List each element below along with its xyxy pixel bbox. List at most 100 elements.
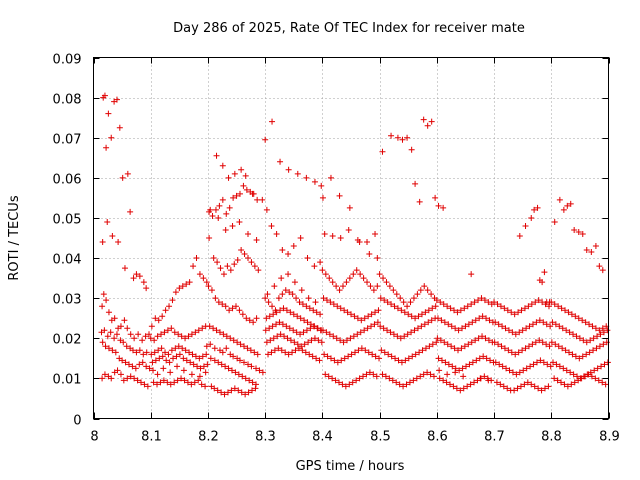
data-point (223, 345, 229, 351)
x-tick-label: 8.2 (198, 430, 219, 445)
data-point (397, 295, 403, 301)
data-point (366, 251, 372, 257)
data-point (277, 159, 283, 165)
data-point (232, 171, 238, 177)
data-point (340, 283, 346, 289)
data-point (252, 263, 258, 269)
data-point (131, 275, 137, 281)
data-point (240, 311, 246, 317)
data-point (238, 247, 244, 253)
data-point (279, 247, 285, 253)
data-point (390, 287, 396, 293)
data-point (523, 223, 529, 229)
data-point (174, 363, 180, 369)
y-axis: 00.010.020.030.040.050.060.070.080.09 (53, 53, 609, 429)
data-point (421, 117, 427, 123)
data-point (190, 263, 196, 269)
data-point (425, 123, 431, 129)
data-point (173, 289, 179, 295)
data-point (293, 295, 299, 301)
data-point (103, 145, 109, 151)
data-point (238, 167, 244, 173)
data-point (264, 207, 270, 213)
data-point (394, 291, 400, 297)
data-point (346, 227, 352, 233)
data-point (230, 223, 236, 229)
data-point (243, 173, 249, 179)
data-point (211, 255, 217, 261)
data-point (228, 267, 234, 273)
data-point (215, 215, 221, 221)
data-point (337, 287, 343, 293)
data-point (279, 291, 285, 297)
data-point (121, 317, 127, 323)
x-tick-label: 8.3 (255, 430, 276, 445)
data-point (517, 233, 523, 239)
data-point (412, 181, 418, 187)
data-point (240, 183, 246, 189)
data-point (552, 219, 558, 225)
data-point (124, 325, 130, 331)
x-tick-label: 8.6 (427, 430, 448, 445)
data-point (108, 135, 114, 141)
x-tick-label: 8.9 (599, 430, 620, 445)
data-point (245, 255, 251, 261)
data-point (291, 243, 297, 249)
data-point (236, 307, 242, 313)
data-point (127, 209, 133, 215)
data-point (100, 239, 106, 245)
data-point (221, 271, 227, 277)
data-point (120, 175, 126, 181)
data-point (372, 231, 378, 237)
data-point (236, 219, 242, 225)
data-point (248, 259, 254, 265)
data-point (421, 283, 427, 289)
data-point (404, 303, 410, 309)
data-point (278, 275, 284, 281)
data-point (411, 295, 417, 301)
data-point (245, 231, 251, 237)
data-point (295, 171, 301, 177)
data-point (212, 295, 218, 301)
data-point (313, 299, 319, 305)
data-point (114, 331, 120, 337)
data-point (432, 195, 438, 201)
data-point (326, 275, 332, 281)
data-point (292, 279, 298, 285)
x-tick-label: 8.4 (312, 430, 333, 445)
data-point (428, 291, 434, 297)
data-point (306, 295, 312, 301)
data-point (220, 163, 226, 169)
data-point (160, 365, 166, 371)
data-point (322, 231, 328, 237)
data-point (214, 259, 220, 265)
data-point (323, 271, 329, 277)
data-point (181, 367, 187, 373)
data-point (593, 243, 599, 249)
data-point (214, 153, 220, 159)
data-point (318, 183, 324, 189)
data-point (200, 275, 206, 281)
data-point (425, 287, 431, 293)
data-point (135, 331, 141, 337)
data-point (364, 279, 370, 285)
data-point (330, 279, 336, 285)
data-point (231, 261, 237, 267)
data-point (155, 371, 161, 377)
data-point (460, 373, 466, 379)
data-point (350, 271, 356, 277)
y-tick-label: 0.09 (53, 53, 82, 68)
data-point (104, 219, 110, 225)
data-point (361, 275, 367, 281)
data-point (387, 283, 393, 289)
data-point (374, 283, 380, 289)
data-point (557, 197, 563, 203)
data-point (118, 371, 124, 377)
y-tick-label: 0.01 (53, 373, 82, 388)
x-tick-label: 8.1 (141, 430, 162, 445)
data-point (409, 147, 415, 153)
data-point (401, 299, 407, 305)
data-point (143, 285, 149, 291)
y-tick-label: 0 (73, 414, 81, 429)
data-point (99, 303, 105, 309)
